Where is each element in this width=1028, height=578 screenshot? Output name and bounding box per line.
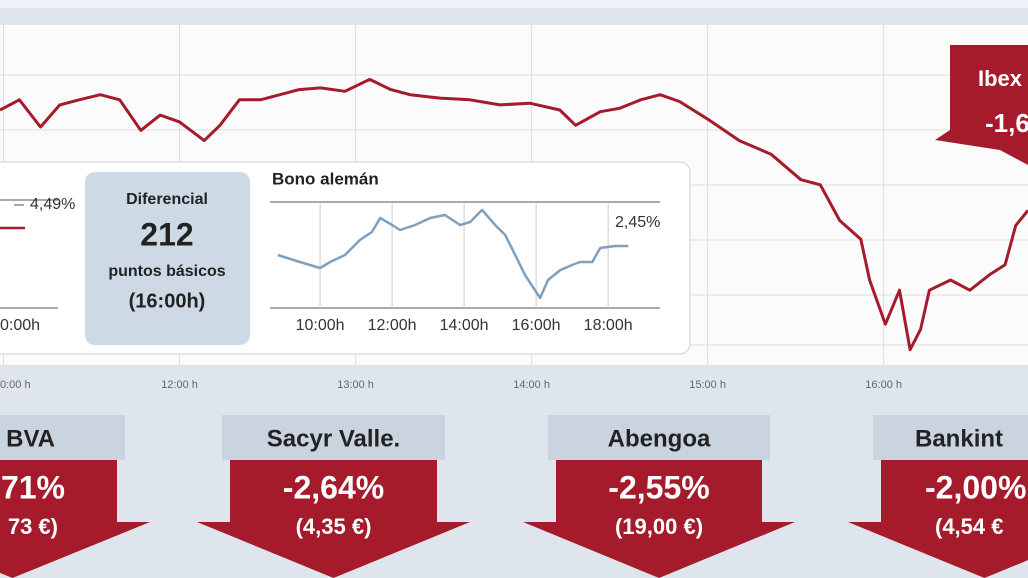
stock-price: (4,54 €	[935, 514, 1004, 539]
stock-arrow	[523, 460, 795, 578]
x-tick-label: 13:00 h	[337, 379, 374, 391]
stock-name: Sacyr Valle.	[267, 425, 400, 452]
left-end-label: 4,49%	[30, 196, 75, 213]
x-tick-label: 12:00 h	[161, 379, 198, 391]
stock-price: (4,35 €)	[296, 514, 372, 539]
x-tick-label: 12:00h	[368, 317, 417, 334]
ibex-change: -1,6	[985, 108, 1028, 138]
stock-name: BVA	[6, 425, 55, 452]
spread-title: Diferencial	[126, 191, 208, 208]
stock-change: -2,00%	[925, 469, 1026, 505]
ibex-flag	[935, 45, 1028, 165]
left-tick: 0:00h	[0, 317, 40, 334]
x-tick-label: 0:00 h	[0, 379, 31, 391]
stock-change: 71%	[1, 469, 65, 505]
stock-price: (19,00 €)	[615, 514, 703, 539]
stock-label-box	[548, 415, 770, 460]
x-tick-label: 14:00 h	[513, 379, 550, 391]
spread-unit: puntos básicos	[108, 263, 225, 280]
stock-label-box	[0, 415, 125, 460]
x-tick-label: 10:00h	[296, 317, 345, 334]
spread-value: 212	[140, 216, 193, 252]
series-line	[0, 77, 1028, 352]
stock-price: 73 €)	[8, 514, 58, 539]
series-line	[277, 208, 629, 300]
stock-name: Abengoa	[608, 425, 711, 452]
x-tick-label: 14:00h	[440, 317, 489, 334]
stock-arrow	[848, 460, 1028, 578]
x-tick-label: 16:00h	[512, 317, 561, 334]
stock-change: -2,64%	[283, 469, 384, 505]
spread-time: (16:00h)	[129, 290, 206, 312]
stock-name: Bankint	[915, 425, 1003, 452]
stock-change: -2,55%	[608, 469, 709, 505]
ibex-title: Ibex	[978, 66, 1023, 91]
stock-arrow	[197, 460, 470, 578]
x-tick-label: 16:00 h	[865, 379, 902, 391]
top-strip	[0, 0, 1028, 8]
x-tick-label: 18:00h	[584, 317, 633, 334]
stock-arrow	[0, 460, 150, 578]
stock-label-box	[222, 415, 445, 460]
bond-end-label: 2,45%	[615, 214, 660, 231]
spread-box	[85, 172, 250, 345]
stock-label-box	[873, 415, 1028, 460]
x-tick-label: 15:00 h	[689, 379, 726, 391]
bond-title: Bono alemán	[272, 169, 379, 188]
